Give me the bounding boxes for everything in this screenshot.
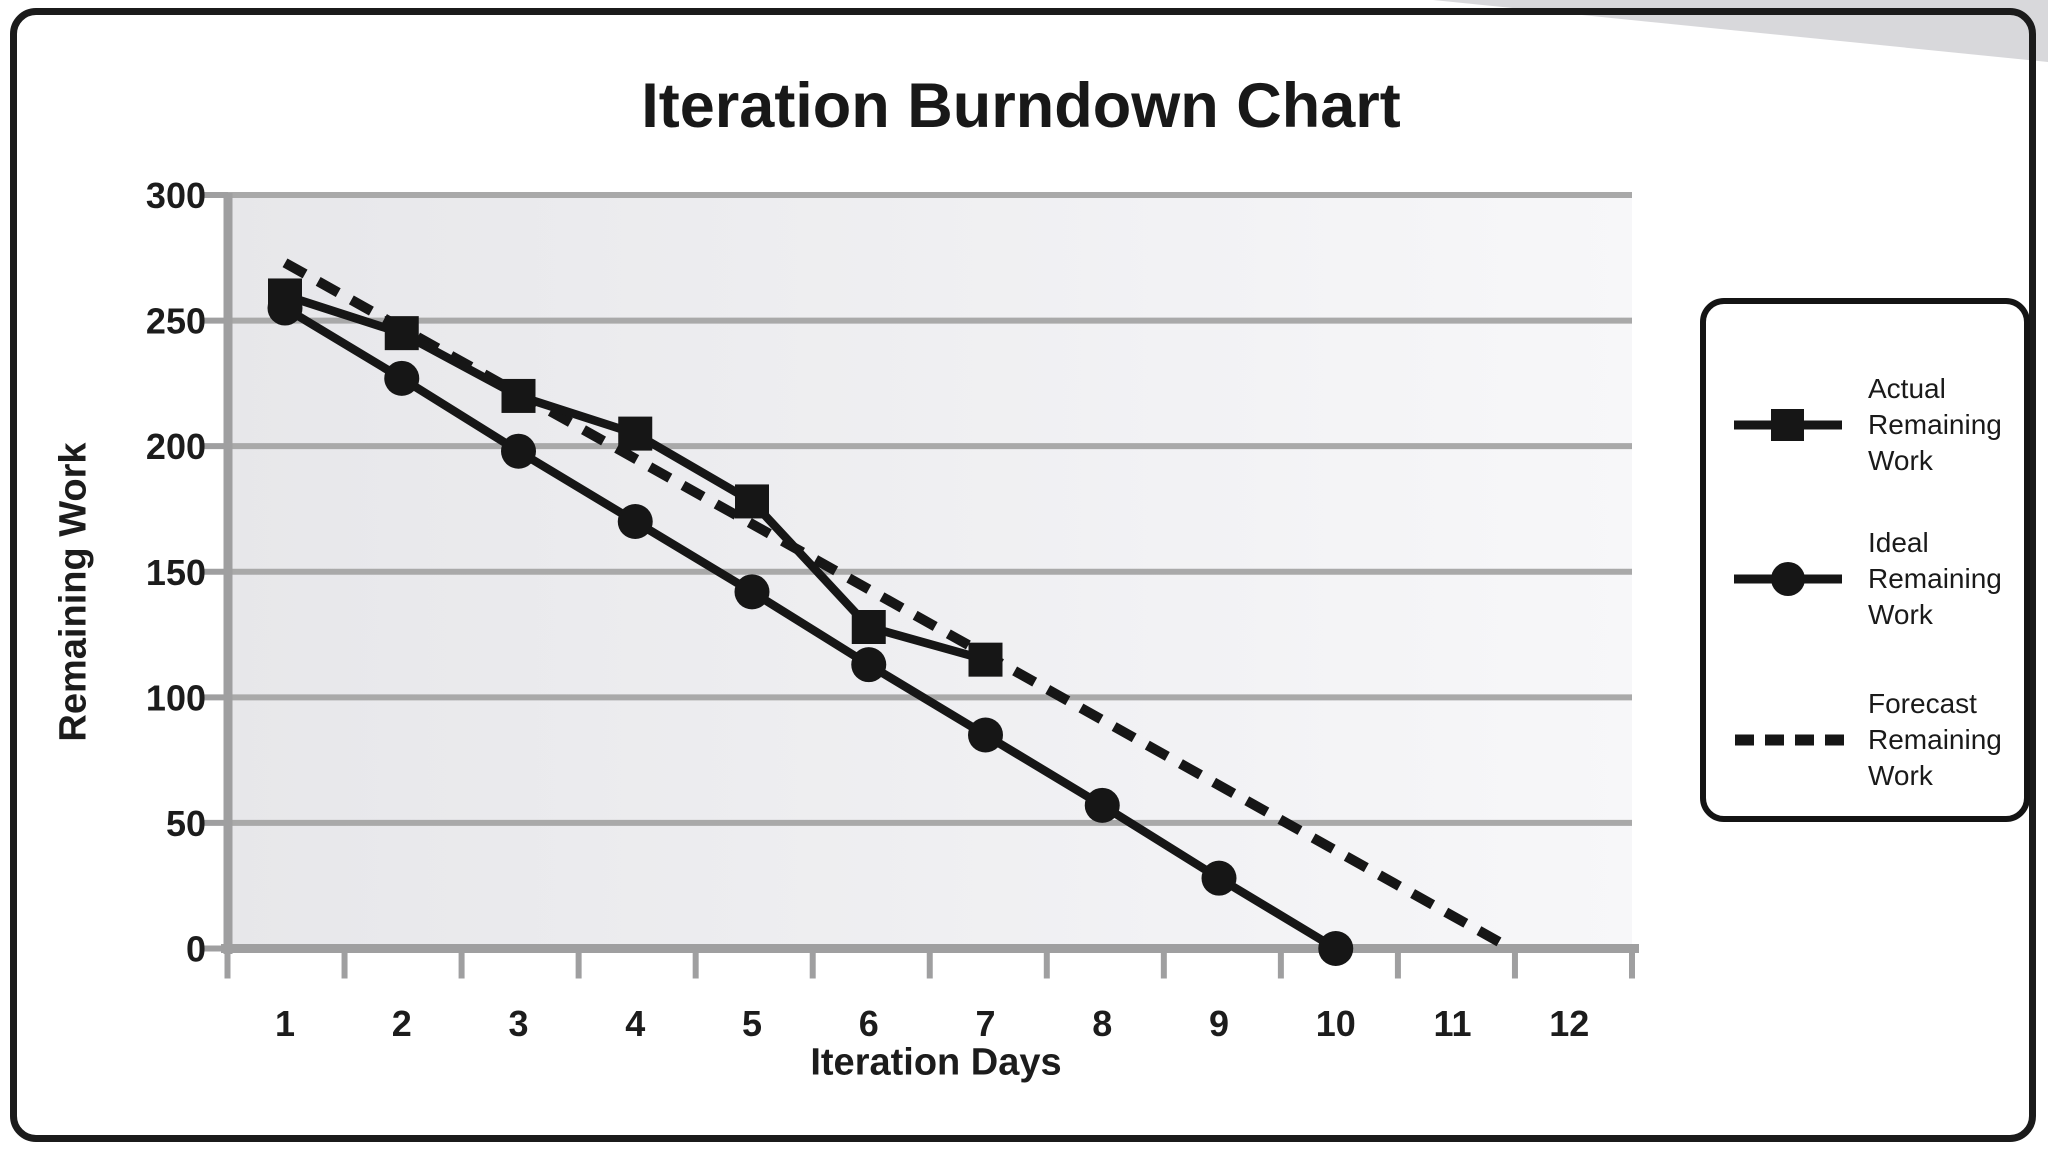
- marker-circle-day-10: [1318, 931, 1354, 966]
- x-tick-label-7: 7: [975, 1003, 995, 1044]
- y-tick-label-50: 50: [166, 803, 206, 844]
- x-tick-label-9: 9: [1209, 1003, 1229, 1044]
- legend-item-actual: Actual Remaining Work: [1732, 359, 2010, 491]
- y-tick-label-200: 200: [146, 426, 206, 467]
- legend-label-ideal: Ideal Remaining Work: [1868, 527, 2002, 630]
- legend-symbol-dashed-line: [1735, 734, 1844, 746]
- chart-title: Iteration Burndown Chart: [641, 71, 1401, 141]
- x-tick-label-6: 6: [859, 1003, 879, 1044]
- chart-outer-frame: [10, 8, 2036, 1142]
- marker-circle-day-8: [1084, 787, 1120, 823]
- series-actual-remaining-work: [268, 278, 1003, 677]
- y-tick-label-100: 100: [146, 677, 206, 718]
- marker-square-day-6: [851, 610, 886, 645]
- marker-circle-day-9: [1201, 860, 1237, 896]
- x-tick-label-5: 5: [742, 1003, 762, 1044]
- x-tick-label-10: 10: [1316, 1003, 1356, 1044]
- y-tick-labels: 300 250 200 150 100 50 0: [146, 175, 206, 970]
- x-tick-label-1: 1: [275, 1003, 295, 1044]
- marker-circle-day-2: [384, 360, 420, 396]
- x-tick-label-11: 11: [1433, 1003, 1471, 1044]
- y-tick-label-300: 300: [146, 175, 206, 216]
- marker-square-day-4: [618, 416, 653, 451]
- chart-legend: Actual Remaining Work Ideal Remaining Wo…: [1700, 298, 2030, 822]
- marker-square-day-5: [735, 484, 769, 519]
- legend-label-actual: Actual Remaining Work: [1868, 373, 2002, 476]
- y-axis-title: Remaining Work: [52, 442, 95, 742]
- marker-square-day-2: [384, 316, 419, 351]
- x-tick-label-12: 12: [1549, 1003, 1589, 1044]
- x-axis-ticks: [224, 951, 1635, 979]
- marker-circle-day-3: [501, 433, 536, 469]
- y-tick-label-150: 150: [146, 552, 206, 593]
- marker-square-day-7: [968, 642, 1003, 677]
- x-tick-label-4: 4: [625, 1003, 645, 1044]
- marker-circle-day-5: [734, 574, 770, 610]
- marker-square-day-3: [501, 378, 536, 413]
- legend-item-forecast: Forecast Remaining Work: [1732, 674, 2010, 806]
- legend-symbol-square-marker: [1734, 409, 1842, 441]
- x-tick-label-3: 3: [508, 1003, 528, 1044]
- x-tick-label-2: 2: [392, 1003, 412, 1044]
- legend-item-ideal: Ideal Remaining Work: [1732, 513, 2010, 645]
- series-line-ideal-remaining-work: [280, 303, 1340, 953]
- x-tick-label-8: 8: [1092, 1003, 1112, 1044]
- marker-square-day-1: [268, 278, 302, 313]
- legend-label-forecast: Forecast Remaining Work: [1868, 688, 2002, 791]
- marker-circle-day-4: [617, 504, 653, 540]
- x-axis-title: Iteration Days: [810, 1041, 1062, 1084]
- marker-circle-day-7: [968, 717, 1003, 753]
- y-tick-label-250: 250: [146, 301, 206, 342]
- legend-symbol-circle-marker: [1734, 562, 1842, 596]
- y-tick-label-0: 0: [186, 929, 206, 970]
- x-tick-labels: 1 2 3 4 5 6 7 8 9 10 11 12: [275, 1003, 1589, 1044]
- marker-circle-day-6: [851, 647, 887, 683]
